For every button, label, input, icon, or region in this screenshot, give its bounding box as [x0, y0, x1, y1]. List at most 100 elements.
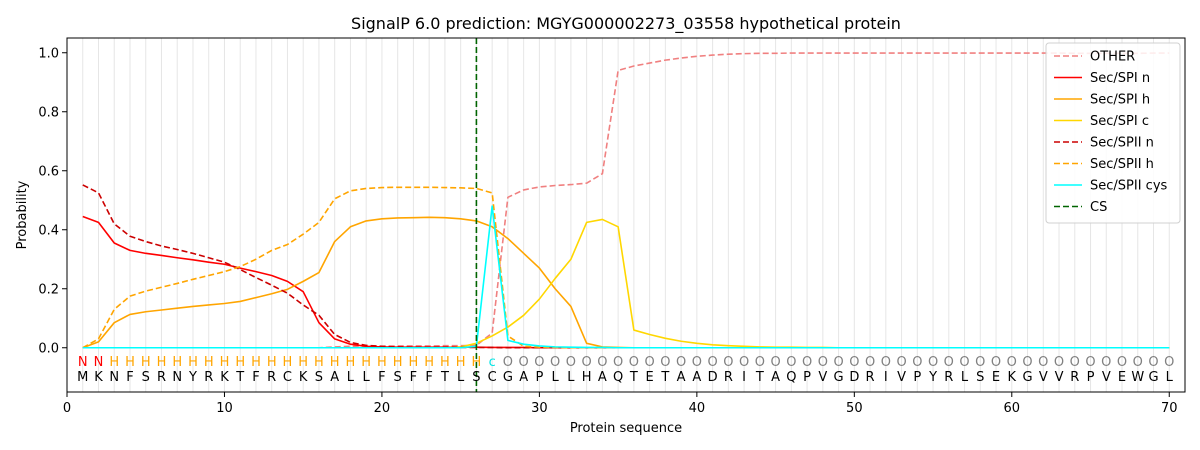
residue-letter: M	[77, 370, 88, 385]
region-label: H	[141, 355, 151, 370]
region-label: O	[534, 355, 544, 370]
residue-letter: F	[252, 370, 259, 385]
residue-letter: T	[629, 370, 638, 385]
residue-letter: A	[519, 370, 528, 385]
x-tick-label: 10	[216, 401, 233, 416]
residue-letter: G	[503, 370, 513, 385]
y-tick-label: 0.8	[38, 105, 59, 120]
residue-letter: V	[1055, 370, 1064, 385]
region-label: O	[1133, 355, 1143, 370]
x-tick-label: 20	[374, 401, 391, 416]
residue-letter: R	[866, 370, 875, 385]
y-tick-label: 0.2	[38, 282, 59, 297]
residue-letter: G	[834, 370, 844, 385]
region-label: H	[157, 355, 167, 370]
residue-letter: F	[425, 370, 432, 385]
residue-letter: R	[157, 370, 166, 385]
residue-letter: E	[992, 370, 1000, 385]
region-label: O	[723, 355, 733, 370]
region-label: O	[975, 355, 985, 370]
residue-letter: R	[204, 370, 213, 385]
residue-letter: C	[488, 370, 497, 385]
legend-label: Sec/SPII n	[1090, 136, 1154, 151]
residue-letter: R	[724, 370, 733, 385]
residue-letter: T	[755, 370, 764, 385]
residue-letter: P	[803, 370, 811, 385]
region-label: H	[377, 355, 387, 370]
residue-letter: Y	[188, 370, 197, 385]
region-label: H	[172, 355, 182, 370]
residue-letter: P	[535, 370, 543, 385]
legend: OTHER Sec/SPI n Sec/SPI h Sec/SPI c Sec/SPII…	[1045, 42, 1181, 224]
residue-letter: I	[884, 370, 888, 385]
x-tick-label: 0	[63, 401, 71, 416]
residue-letter: Q	[613, 370, 623, 385]
region-label: O	[755, 355, 765, 370]
region-label: O	[865, 355, 875, 370]
series-lines	[82, 52, 1170, 349]
legend-box	[1045, 42, 1181, 224]
region-label: O	[1164, 355, 1174, 370]
x-axis-label: Protein sequence	[570, 421, 682, 436]
region-label: O	[582, 355, 592, 370]
residue-letter: T	[440, 370, 449, 385]
residue-letter: L	[552, 370, 560, 385]
legend-label: Sec/SPI c	[1090, 114, 1149, 129]
residue-letter: D	[849, 370, 859, 385]
residue-letter: V	[897, 370, 906, 385]
region-label: N	[94, 355, 104, 370]
residue-letter: L	[363, 370, 371, 385]
residue-letter: S	[394, 370, 402, 385]
region-label: H	[393, 355, 403, 370]
region-label: N	[78, 355, 88, 370]
region-label: H	[472, 355, 482, 370]
residue-letter: C	[283, 370, 292, 385]
residue-letter: N	[109, 370, 119, 385]
region-label: H	[424, 355, 434, 370]
legend-label: Sec/SPII h	[1090, 157, 1154, 172]
residue-letter: R	[1070, 370, 1079, 385]
residue-letter: A	[330, 370, 339, 385]
chart-title: SignalP 6.0 prediction: MGYG000002273_03…	[351, 14, 901, 34]
residue-letter: D	[708, 370, 718, 385]
residue-letter: E	[646, 370, 654, 385]
region-label: O	[613, 355, 623, 370]
region-label: O	[770, 355, 780, 370]
series-line	[82, 52, 1170, 349]
legend-label: Sec/SPII cys	[1090, 179, 1168, 194]
residue-letter: N	[172, 370, 182, 385]
region-label: O	[1007, 355, 1017, 370]
residue-letter: L	[457, 370, 465, 385]
residue-letter: E	[1118, 370, 1126, 385]
region-label: O	[833, 355, 843, 370]
residue-letter: G	[1022, 370, 1032, 385]
region-label: H	[204, 355, 214, 370]
residue-letter: A	[692, 370, 701, 385]
residue-letter: F	[410, 370, 417, 385]
region-label: H	[409, 355, 419, 370]
residue-letter: P	[1087, 370, 1095, 385]
region-label: H	[251, 355, 261, 370]
region-label: O	[1085, 355, 1095, 370]
y-tick-label: 0.4	[38, 223, 59, 238]
residue-letter: Y	[928, 370, 937, 385]
region-label: O	[629, 355, 639, 370]
residue-letter: V	[818, 370, 827, 385]
series-line	[82, 205, 1170, 349]
y-tick-label: 1.0	[38, 46, 59, 61]
x-tick-label: 70	[1161, 401, 1178, 416]
residue-letter: V	[1039, 370, 1048, 385]
x-axis-ticks: 0 10 20 30 40 50 60 70	[63, 392, 1178, 416]
residue-letter: K	[299, 370, 308, 385]
residue-letter: S	[315, 370, 323, 385]
region-label: O	[550, 355, 560, 370]
plot-frame	[66, 37, 1186, 393]
series-line	[82, 184, 1170, 349]
residue-letter: A	[771, 370, 780, 385]
region-label: O	[597, 355, 607, 370]
residue-letter: T	[235, 370, 244, 385]
region-label: O	[818, 355, 828, 370]
region-label: H	[125, 355, 135, 370]
region-label: O	[707, 355, 717, 370]
residue-letter: Q	[786, 370, 796, 385]
